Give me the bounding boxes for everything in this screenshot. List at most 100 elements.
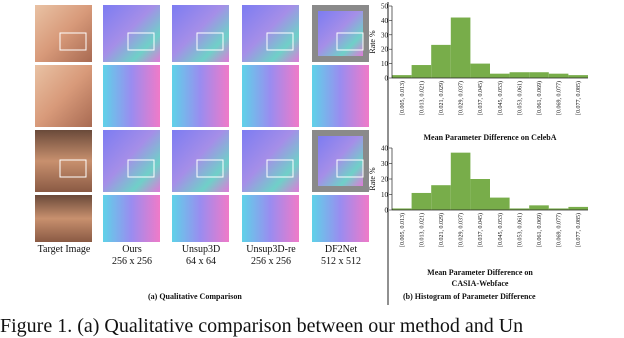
x-tick-label: [0.013, 0.021) [418, 81, 425, 115]
image [103, 130, 160, 192]
image [35, 65, 92, 127]
image [35, 195, 92, 242]
x-tick-label: [0.053, 0.061) [516, 81, 523, 115]
image [242, 130, 299, 192]
x-tick-label: [0.029, 0.037) [458, 213, 465, 247]
crop-box [266, 32, 294, 51]
y-tick-label: 40 [381, 145, 389, 153]
bar [529, 205, 549, 210]
column-name: Target Image [37, 244, 91, 255]
column-label: Unsup3D 64 x 64 [161, 244, 241, 268]
y-axis-label: Rate % [368, 30, 377, 54]
x-tick-label: [0.037, 0.045) [477, 213, 484, 247]
y-tick-label: 30 [381, 31, 389, 39]
image [242, 65, 299, 127]
y-axis-label: Rate % [368, 167, 377, 191]
bar [470, 63, 490, 78]
image [242, 195, 299, 242]
column-name: Unsup3D [181, 244, 221, 255]
image [172, 130, 229, 192]
x-tick-label: [0.045, 0.053) [497, 81, 504, 115]
figure-caption: Figure 1. (a) Qualitative comparison bet… [0, 315, 524, 337]
x-tick-label: [0.061, 0.069) [536, 213, 543, 247]
x-tick-label: [0.021, 0.029) [438, 81, 445, 115]
x-tick-label: [0.005, 0.013) [399, 81, 406, 115]
image [318, 136, 363, 186]
crop-box [127, 159, 155, 178]
column-name: Ours [122, 244, 142, 255]
x-axis-label: Mean Parameter Difference on CASIA-Webfa… [427, 268, 533, 288]
bar [431, 44, 451, 78]
bar [392, 75, 412, 78]
x-tick-label: [0.069, 0.077) [556, 213, 563, 247]
column-label: Target Image [24, 244, 104, 256]
y-tick-label: 20 [381, 176, 389, 184]
column-resolution: 64 x 64 [186, 256, 216, 267]
image [312, 195, 369, 242]
crop-box [196, 159, 224, 178]
y-tick-label: 40 [381, 17, 389, 25]
bar [568, 206, 588, 210]
bar [392, 208, 412, 210]
panel-caption: (a) Qualitative Comparison [148, 292, 242, 301]
crop-box [59, 32, 87, 51]
x-tick-label: [0.037, 0.045) [477, 81, 484, 115]
x-tick-label: [0.061, 0.069) [536, 81, 543, 115]
crop-box [127, 32, 155, 51]
x-tick-label: [0.013, 0.021) [418, 213, 425, 247]
crop-box [59, 159, 87, 178]
y-tick-label: 10 [381, 191, 389, 199]
bar [431, 185, 451, 210]
image-grid [35, 5, 369, 242]
image [312, 65, 369, 127]
column-resolution: 256 x 256 [251, 256, 291, 267]
image [172, 195, 229, 242]
x-tick-label: [0.005, 0.013) [399, 213, 406, 247]
crop-box [336, 159, 364, 178]
image [172, 65, 229, 127]
crop-box [266, 159, 294, 178]
y-tick-label: 0 [385, 207, 389, 215]
x-tick-label: [0.045, 0.053) [497, 213, 504, 247]
x-tick-label: [0.029, 0.037) [458, 81, 465, 115]
bar [548, 73, 569, 78]
y-tick-label: 50 [381, 3, 389, 11]
bar [450, 152, 471, 210]
bar [490, 197, 510, 210]
image [103, 65, 160, 127]
y-tick-label: 30 [381, 160, 389, 168]
bar [568, 75, 588, 78]
histograms: 0 10 20 30 40 50 [0.005, 0.013) [0.013, 0.021) [… [368, 3, 588, 247]
image [103, 195, 160, 242]
bar [411, 192, 432, 210]
column-label: Ours 256 x 256 [92, 244, 172, 268]
crop-box [196, 32, 224, 51]
y-tick-label: 10 [381, 60, 389, 68]
column-resolution: 256 x 256 [112, 256, 152, 267]
x-tick-label: [0.053, 0.061) [516, 213, 523, 247]
column-name: DF2Net [324, 244, 358, 255]
bar [548, 208, 569, 210]
panel-caption: (b) Histogram of Parameter Difference [403, 292, 536, 301]
bar [529, 72, 549, 78]
crop-box [336, 32, 364, 51]
y-tick-label: 20 [381, 46, 389, 54]
y-tick-label: 0 [385, 75, 389, 83]
x-tick-label: [0.077, 0.085) [575, 213, 582, 247]
bar [470, 179, 490, 210]
bar [450, 17, 471, 78]
x-tick-label: [0.021, 0.029) [438, 213, 445, 247]
x-tick-label: [0.069, 0.077) [556, 81, 563, 115]
image [35, 130, 92, 192]
column-resolution: 512 x 512 [321, 256, 361, 267]
bar [509, 72, 530, 78]
x-axis-label: Mean Parameter Difference on CelebA [423, 133, 557, 142]
column-name: Unsup3D-re [246, 244, 296, 255]
x-tick-label: [0.077, 0.085) [575, 81, 582, 115]
bar [490, 73, 510, 78]
column-label: Unsup3D-re 256 x 256 [231, 244, 311, 268]
bar [509, 208, 530, 210]
bar [411, 65, 432, 78]
